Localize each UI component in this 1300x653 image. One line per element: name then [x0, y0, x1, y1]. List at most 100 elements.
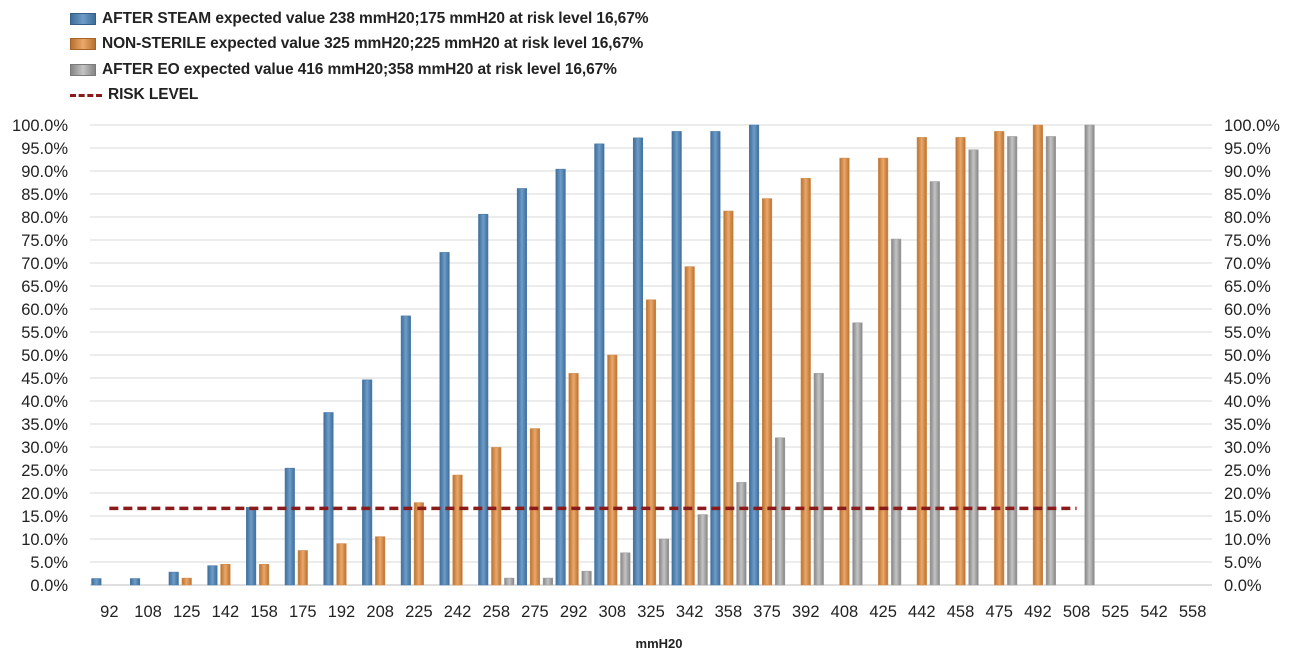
- x-tick-label: 142: [212, 603, 240, 621]
- bar-series-2: [878, 157, 889, 586]
- bar-series-1: [284, 467, 295, 586]
- y-tick-label-left: 40.0%: [21, 393, 68, 411]
- bar-series-1: [710, 131, 721, 586]
- x-tick-label: 442: [908, 603, 936, 621]
- y-tick-label-left: 75.0%: [21, 232, 68, 250]
- bar-series-2: [375, 536, 386, 586]
- x-tick-label: 92: [100, 603, 118, 621]
- y-tick-label-left: 5.0%: [30, 554, 68, 572]
- bar-series-2: [336, 543, 347, 586]
- x-tick-label: 358: [715, 603, 743, 621]
- bar-series-3: [1084, 124, 1095, 586]
- x-axis-title: mmH20: [636, 636, 683, 651]
- bar-series-2: [916, 137, 927, 586]
- x-tick-label: 242: [444, 603, 472, 621]
- bar-series-3: [581, 570, 592, 586]
- y-tick-label-right: 15.0%: [1224, 508, 1271, 526]
- y-tick-label-left: 80.0%: [21, 209, 68, 227]
- x-tick-label: 308: [599, 603, 627, 621]
- chart-legend: AFTER STEAM expected value 238 mmH20;175…: [70, 6, 649, 109]
- x-tick-label: 192: [328, 603, 356, 621]
- bar-series-1: [168, 571, 179, 586]
- x-tick-label: 408: [831, 603, 859, 621]
- x-tick-label: 158: [250, 603, 278, 621]
- bar-series-2: [762, 198, 773, 586]
- x-tick-label: 258: [482, 603, 510, 621]
- x-tick-label: 208: [366, 603, 394, 621]
- bar-series-2: [181, 577, 192, 586]
- bar-series-1: [246, 506, 257, 586]
- bar-series-3: [1007, 136, 1018, 586]
- y-tick-label-right: 40.0%: [1224, 393, 1271, 411]
- bar-series-2: [491, 447, 502, 586]
- x-tick-label: 108: [134, 603, 162, 621]
- legend-item-risk-level: RISK LEVEL: [70, 83, 648, 109]
- bar-series-1: [362, 379, 373, 586]
- bar-series-1: [594, 143, 605, 586]
- y-tick-label-right: 5.0%: [1224, 554, 1262, 572]
- bar-series-3: [658, 538, 670, 586]
- legend-swatch-after-steam: [70, 12, 96, 25]
- x-tick-label: 125: [173, 603, 201, 621]
- bar-series-1: [207, 565, 218, 586]
- bar-series-3: [929, 181, 940, 586]
- x-tick-label: 458: [947, 603, 975, 621]
- bar-series-3: [504, 577, 515, 586]
- y-tick-label-right: 30.0%: [1224, 439, 1271, 457]
- y-tick-label-right: 100.0%: [1224, 117, 1280, 135]
- y-tick-label-right: 10.0%: [1224, 531, 1271, 549]
- bar-series-2: [607, 354, 618, 586]
- y-tick-label-left: 35.0%: [21, 416, 68, 434]
- bar-series-1: [400, 315, 411, 586]
- y-tick-label-left: 50.0%: [21, 347, 68, 365]
- bar-series-1: [671, 131, 682, 586]
- x-tick-label: 342: [676, 603, 704, 621]
- bar-series-3: [891, 238, 902, 586]
- x-tick-label: 492: [1024, 603, 1052, 621]
- x-tick-label: 508: [1063, 603, 1091, 621]
- x-tick-label: 375: [753, 603, 781, 621]
- y-tick-label-left: 0.0%: [30, 577, 68, 595]
- bar-series-1: [478, 213, 489, 586]
- x-tick-label: 525: [1102, 603, 1130, 621]
- bar-series-1: [129, 578, 141, 586]
- bar-series-1: [555, 168, 566, 586]
- legend-item-non-sterile: NON-STERILE expected value 325 mmH20;225…: [70, 32, 648, 58]
- y-tick-label-left: 85.0%: [21, 186, 68, 204]
- bar-series-2: [723, 210, 734, 586]
- bar-series-2: [1032, 124, 1043, 586]
- y-tick-label-right: 60.0%: [1224, 301, 1271, 319]
- x-tick-label: 558: [1179, 603, 1207, 621]
- bar-series-2: [259, 563, 270, 586]
- bar-series-3: [736, 482, 747, 586]
- bar-series-2: [297, 550, 308, 586]
- y-tick-label-right: 35.0%: [1224, 416, 1271, 434]
- y-tick-label-right: 55.0%: [1224, 324, 1271, 342]
- x-tick-label: 225: [405, 603, 433, 621]
- bar-series-2: [220, 563, 231, 586]
- bar-series-3: [813, 373, 824, 586]
- legend-item-after-eo: AFTER EO expected value 416 mmH20;358 mm…: [70, 57, 648, 83]
- legend-swatch-non-sterile: [70, 38, 96, 51]
- y-tick-label-right: 20.0%: [1224, 485, 1271, 503]
- bar-series-3: [968, 149, 979, 586]
- y-tick-label-right: 0.0%: [1224, 577, 1262, 595]
- bar-series-1: [91, 578, 102, 586]
- bar-series-1: [749, 124, 760, 586]
- legend-label-after-eo: AFTER EO expected value 416 mmH20;358 mm…: [102, 60, 617, 78]
- x-tick-label: 542: [1140, 603, 1168, 621]
- legend-swatch-risk-level: [70, 93, 102, 97]
- legend-label-risk-level: RISK LEVEL: [108, 86, 199, 104]
- x-tick-label: 475: [985, 603, 1013, 621]
- y-tick-label-left: 15.0%: [21, 508, 68, 526]
- y-tick-label-left: 25.0%: [21, 462, 68, 480]
- y-tick-label-right: 25.0%: [1224, 462, 1271, 480]
- y-tick-label-right: 65.0%: [1224, 278, 1271, 296]
- y-tick-label-right: 95.0%: [1224, 140, 1271, 158]
- x-tick-label: 392: [792, 603, 820, 621]
- bar-series-3: [1045, 136, 1056, 586]
- y-tick-label-left: 55.0%: [21, 324, 68, 342]
- y-tick-label-left: 60.0%: [21, 301, 68, 319]
- y-tick-label-right: 85.0%: [1224, 186, 1271, 204]
